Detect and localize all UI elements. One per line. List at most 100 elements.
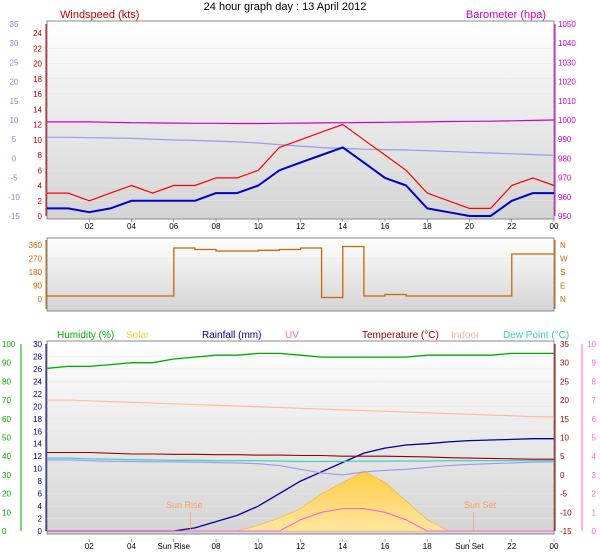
windspeed-tick-label: 16 [33, 90, 42, 99]
x-tick-label: 18 [423, 542, 432, 551]
x-tick-label: 12 [296, 222, 305, 231]
windspeed-tick-label: 4 [38, 182, 43, 191]
barometer-tick-label: 950 [558, 212, 572, 221]
uv-tick-label: 6 [592, 415, 597, 424]
compass-label: S [560, 268, 565, 277]
barometer-tick-label: 990 [558, 135, 572, 144]
rainfall-tick-label: 12 [33, 452, 42, 461]
direction-tick-label: 360 [29, 241, 43, 250]
humidity-tick-label: 100 [2, 340, 16, 349]
rainfall-tick-label: 10 [33, 465, 42, 474]
x-tick-label: 14 [338, 542, 347, 551]
x-tick-label: 04 [127, 222, 136, 231]
humidity-tick-label: 90 [2, 359, 11, 368]
x-tick-label: Sun Set [455, 542, 484, 551]
temperature-line [47, 136, 555, 156]
rainfall-tick-label: 4 [38, 502, 43, 511]
compass-label: E [560, 282, 565, 291]
x-tick-label: 08 [212, 222, 221, 231]
temperature-tick-label: 25 [10, 58, 19, 67]
rainfall-tick-label: 2 [38, 515, 43, 524]
barometer-axis: 1050 1040 1030 1020 1010 1000 990 980 970 960 950 [554, 20, 576, 221]
x-tick-label: 14 [338, 222, 347, 231]
sun-set-label: Sun Set [464, 500, 497, 510]
legend-label: Temperature (°C) [362, 330, 439, 341]
windspeed-line [47, 123, 555, 209]
barometer-tick-label: 960 [558, 193, 572, 202]
legend-label: UV [285, 330, 299, 341]
series-line [47, 459, 555, 476]
barometer-tick-label: 1030 [558, 58, 576, 67]
x-tick-label: 10 [254, 222, 263, 231]
x-tick-label: 22 [507, 542, 516, 551]
rainfall-tick-label: 18 [33, 415, 42, 424]
series-line [47, 508, 554, 532]
rainfall-tick-label: 26 [33, 365, 42, 374]
temperature-tick-label: 25 [560, 377, 569, 386]
rainfall-tick-label: 22 [33, 390, 42, 399]
barometer-tick-label: 1040 [558, 39, 576, 48]
temperature-tick-label: 15 [560, 415, 569, 424]
legend-label: Humidity (%) [57, 330, 114, 341]
barometer-tick-label: 1010 [558, 97, 576, 106]
windspeed-x-axis: 02 04 06 08 10 12 14 16 18 20 22 00 [85, 219, 559, 231]
sun-rise-label: Sun Rise [166, 500, 203, 510]
legend-label: Rainfall (mm) [202, 330, 261, 341]
series-line [46, 352, 554, 369]
temperature-tick-label: 5 [560, 452, 565, 461]
compass-label: W [560, 255, 568, 264]
windspeed-tick-label: 10 [33, 136, 42, 145]
temperature-tick-label: 10 [10, 116, 19, 125]
temperature-axis: 35 30 25 20 15 10 5 0 -5 -10 -15 [554, 340, 572, 536]
x-tick-label: 00 [550, 222, 559, 231]
x-tick-label: 10 [254, 542, 263, 551]
humidity-tick-label: 40 [2, 452, 11, 461]
temperature-tick-label: 20 [560, 396, 569, 405]
uv-tick-label: 2 [592, 490, 597, 499]
uv-tick-label: 7 [592, 396, 597, 405]
rainfall-tick-label: 16 [33, 427, 42, 436]
humidity-tick-label: 20 [2, 490, 11, 499]
direction-axis: 360 270 180 90 0 [29, 240, 47, 309]
direction-tick-label: 90 [33, 282, 42, 291]
humidity-tick-label: 80 [2, 377, 11, 386]
windspeed-tick-label: 12 [33, 121, 42, 130]
rainfall-tick-label: 8 [38, 477, 43, 486]
uv-tick-label: 5 [592, 434, 597, 443]
multi-x-axis: 02 04 Sun Rise 08 10 12 14 16 18 Sun Set 22 00 [85, 539, 559, 551]
humidity-tick-label: 60 [2, 415, 11, 424]
direction-line [47, 245, 554, 299]
barometer-line [47, 119, 555, 125]
humidity-tick-label: 0 [2, 527, 7, 536]
temperature-axis: 35 30 25 20 15 10 5 0 -5 -10 -15 [8, 20, 20, 221]
direction-line [47, 245, 554, 299]
uv-tick-label: 1 [592, 508, 597, 517]
x-tick-label: 12 [296, 542, 305, 551]
windspeed-title: Windspeed (kts) [60, 9, 139, 21]
rainfall-tick-label: 0 [38, 527, 43, 536]
x-tick-label: Sun Rise [158, 542, 191, 551]
direction-panel [46, 237, 555, 312]
temperature-tick-label: 15 [10, 97, 19, 106]
legend-label: Dew Point (°C) [503, 330, 569, 341]
windspeed-tick-label: 20 [33, 60, 42, 69]
series-line [47, 399, 555, 418]
humidity-tick-label: 70 [2, 396, 11, 405]
x-tick-label: 06 [169, 222, 178, 231]
x-tick-label: 20 [465, 222, 474, 231]
graph-title: 24 hour graph day : 13 April 2012 [204, 1, 367, 13]
series-line [47, 457, 554, 462]
rainfall-tick-label: 6 [38, 490, 43, 499]
humidity-tick-label: 10 [2, 508, 11, 517]
temperature-tick-label: 30 [10, 39, 19, 48]
x-tick-label: 02 [85, 222, 94, 231]
barometer-tick-label: 970 [558, 174, 572, 183]
sun-annotations: Sun Rise Sun Set [166, 500, 497, 531]
uv-tick-label: 9 [592, 359, 597, 368]
windspeed-tick-label: 6 [38, 166, 43, 175]
x-tick-label: 18 [423, 222, 432, 231]
compass-label: N [560, 241, 566, 250]
windspeed-tick-label: 14 [33, 105, 42, 114]
